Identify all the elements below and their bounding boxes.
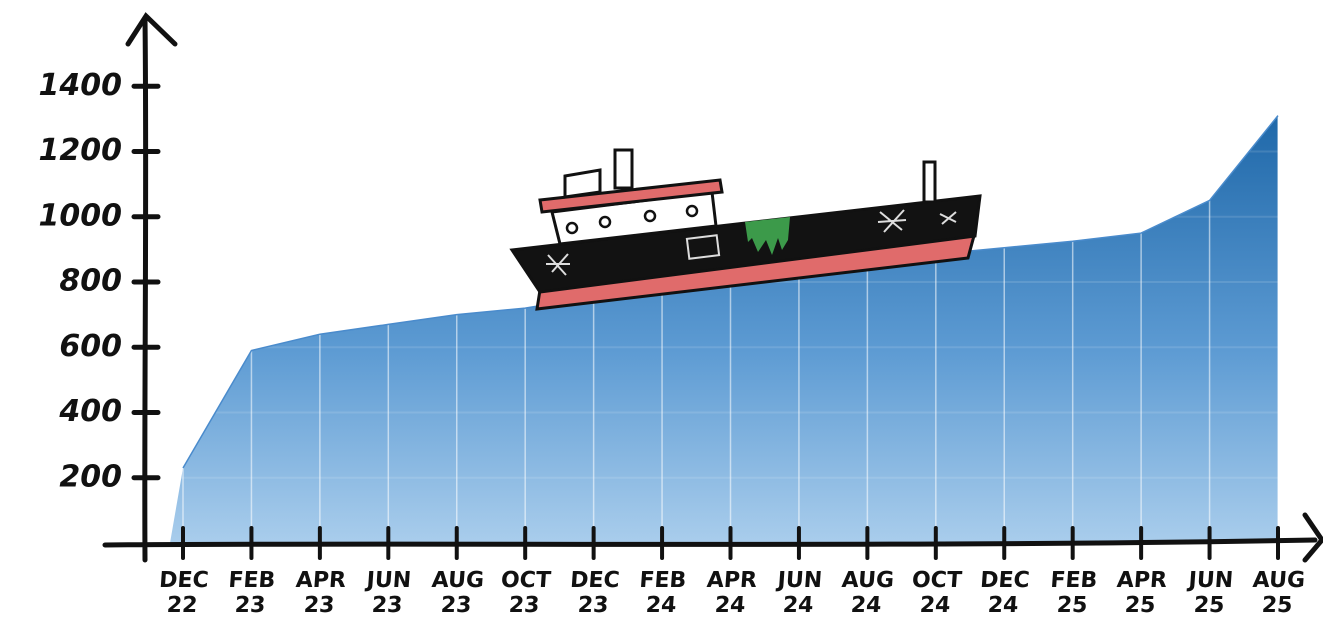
y-tick-label: 1000: [39, 198, 123, 233]
ship-vent: [563, 168, 602, 199]
ship-hull: [509, 194, 982, 294]
x-tick-label: DEC 22: [158, 568, 210, 618]
axes: [102, 12, 1323, 563]
porthole: [565, 221, 579, 235]
x-tick-label: AUG 23: [430, 568, 485, 618]
x-tick-label: OCT 23: [500, 568, 552, 618]
x-tick-label: JUN 25: [1187, 568, 1234, 618]
ship-roof: [538, 178, 724, 214]
ship: [509, 148, 982, 311]
x-tick-label: AUG 24: [841, 568, 896, 618]
ship-mast: [922, 160, 937, 204]
x-axis: [102, 537, 1318, 548]
ship-plate: [685, 234, 721, 260]
x-tick-label: DEC 23: [568, 568, 621, 618]
x-tick-label: JUN 23: [366, 568, 413, 618]
x-tick-label: FEB 23: [228, 568, 277, 618]
x-tick-label: APR 24: [705, 568, 758, 618]
x-tick-label: APR 25: [1116, 568, 1168, 618]
ticks: 200 400 600 800 1000 1200 1400: [39, 68, 1280, 560]
porthole: [643, 209, 657, 223]
y-tick-label: 1200: [39, 133, 123, 168]
ship-moss: [745, 217, 790, 255]
x-tick-label: JUN 24: [776, 568, 823, 618]
y-tick-label: 1400: [39, 68, 123, 103]
area: [170, 115, 1278, 544]
x-tick-label: FEB 25: [1049, 568, 1098, 618]
y-tick-label: 200: [59, 459, 122, 494]
y-tick-label: 400: [58, 394, 122, 429]
y-axis: [142, 15, 149, 563]
ship-chimney: [613, 148, 634, 190]
x-axis-arrow: [1302, 512, 1323, 563]
x-tick-label: AUG 25: [1251, 568, 1306, 618]
x-tick-label: DEC 24: [979, 568, 1031, 618]
y-tick-label: 800: [59, 264, 122, 299]
porthole: [598, 215, 612, 229]
x-tick-label: OCT 24: [910, 568, 963, 618]
y-axis-arrow: [125, 12, 178, 47]
y-tick-label: 600: [59, 329, 122, 364]
x-tick-label: FEB 24: [638, 568, 688, 618]
x-tick-label: APR 23: [294, 568, 347, 618]
ship-scratches: [546, 209, 957, 276]
porthole: [685, 204, 699, 218]
